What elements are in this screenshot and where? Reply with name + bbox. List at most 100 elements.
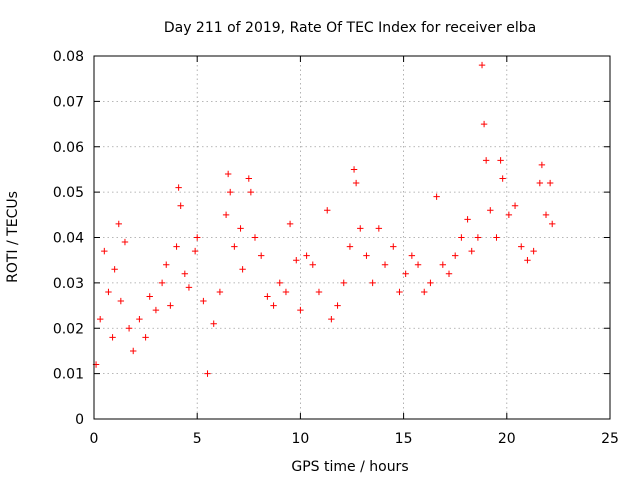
data-point bbox=[167, 302, 174, 309]
data-point bbox=[111, 266, 118, 273]
y-tick-label: 0.06 bbox=[53, 140, 84, 156]
data-point bbox=[224, 170, 232, 178]
data-point bbox=[493, 234, 500, 241]
data-point bbox=[270, 302, 277, 309]
data-point bbox=[324, 207, 331, 214]
data-point bbox=[282, 288, 290, 296]
data-point bbox=[146, 293, 153, 300]
data-point bbox=[257, 252, 265, 259]
data-point bbox=[227, 188, 234, 196]
data-point bbox=[158, 279, 166, 287]
data-point bbox=[251, 234, 259, 241]
y-axis-label: ROTI / TECUs bbox=[5, 191, 21, 283]
data-point bbox=[117, 297, 125, 305]
data-point bbox=[130, 347, 137, 355]
grid-lines bbox=[94, 56, 610, 419]
data-point bbox=[163, 261, 170, 268]
data-point bbox=[546, 179, 554, 187]
y-tick-label: 0.01 bbox=[53, 367, 84, 383]
data-point bbox=[474, 234, 482, 241]
data-point bbox=[505, 211, 513, 219]
data-point bbox=[175, 184, 182, 191]
data-point bbox=[239, 266, 246, 273]
data-point bbox=[530, 247, 537, 255]
data-point bbox=[247, 188, 255, 196]
y-tick-label: 0.05 bbox=[53, 185, 84, 201]
data-point bbox=[396, 288, 403, 296]
data-point bbox=[480, 120, 488, 128]
y-tick-label: 0.02 bbox=[53, 321, 84, 337]
data-point bbox=[334, 302, 341, 309]
data-point bbox=[524, 256, 531, 264]
data-point bbox=[264, 293, 271, 300]
data-point bbox=[497, 157, 504, 164]
data-point bbox=[408, 252, 416, 259]
data-point bbox=[315, 288, 323, 296]
data-points bbox=[92, 61, 556, 377]
data-point bbox=[421, 288, 428, 296]
data-point bbox=[125, 325, 133, 332]
data-point bbox=[542, 211, 550, 219]
data-point bbox=[173, 243, 180, 250]
data-point bbox=[549, 220, 556, 228]
data-point bbox=[204, 370, 211, 377]
x-tick-label: 20 bbox=[498, 431, 516, 447]
data-point bbox=[96, 315, 104, 323]
y-tick-label: 0.07 bbox=[53, 94, 84, 110]
data-point bbox=[121, 238, 129, 246]
data-point bbox=[181, 270, 189, 277]
y-tick-labels: 0 0.01 0.02 0.03 0.04 0.05 0.06 0.07 0.08 bbox=[53, 49, 84, 428]
x-tick-label: 5 bbox=[193, 431, 202, 447]
data-point bbox=[152, 306, 160, 314]
data-point bbox=[511, 202, 519, 209]
data-point bbox=[231, 243, 238, 250]
data-point bbox=[142, 334, 149, 341]
data-point bbox=[109, 334, 116, 341]
data-point bbox=[352, 179, 360, 187]
x-tick-label: 15 bbox=[395, 431, 413, 447]
data-point bbox=[293, 256, 300, 264]
data-point bbox=[445, 270, 453, 277]
data-point bbox=[105, 288, 112, 296]
data-point bbox=[346, 243, 354, 250]
data-point bbox=[286, 220, 294, 228]
data-point bbox=[237, 225, 244, 232]
data-point bbox=[200, 297, 207, 305]
data-point bbox=[177, 202, 184, 209]
x-tick-labels: 0 5 10 15 20 25 bbox=[90, 431, 619, 447]
axis-ticks bbox=[93, 55, 611, 420]
data-point bbox=[375, 225, 383, 232]
y-tick-label: 0.08 bbox=[53, 49, 84, 65]
data-point bbox=[414, 261, 422, 268]
y-tick-label: 0 bbox=[75, 412, 84, 428]
y-tick-label: 0.03 bbox=[53, 276, 84, 292]
data-point bbox=[222, 211, 230, 219]
data-point bbox=[136, 315, 143, 323]
data-point bbox=[452, 252, 459, 259]
data-point bbox=[536, 179, 544, 187]
data-point bbox=[328, 315, 335, 323]
data-point bbox=[245, 175, 252, 182]
data-point bbox=[390, 243, 397, 250]
data-point bbox=[478, 61, 486, 69]
data-point bbox=[185, 284, 193, 291]
data-point bbox=[363, 252, 370, 259]
data-point bbox=[433, 193, 440, 200]
data-point bbox=[402, 270, 409, 277]
data-point bbox=[101, 247, 108, 255]
data-point bbox=[303, 252, 310, 259]
data-point bbox=[191, 247, 199, 255]
data-point bbox=[309, 261, 316, 268]
data-point bbox=[538, 161, 546, 169]
data-point bbox=[369, 279, 376, 287]
data-point bbox=[115, 220, 122, 228]
data-point bbox=[464, 216, 471, 223]
data-point bbox=[297, 306, 304, 314]
data-point bbox=[499, 175, 506, 182]
data-point bbox=[518, 243, 525, 250]
data-point bbox=[439, 261, 447, 268]
x-tick-label: 25 bbox=[601, 431, 619, 447]
y-tick-label: 0.04 bbox=[53, 231, 84, 247]
data-point bbox=[194, 234, 201, 241]
